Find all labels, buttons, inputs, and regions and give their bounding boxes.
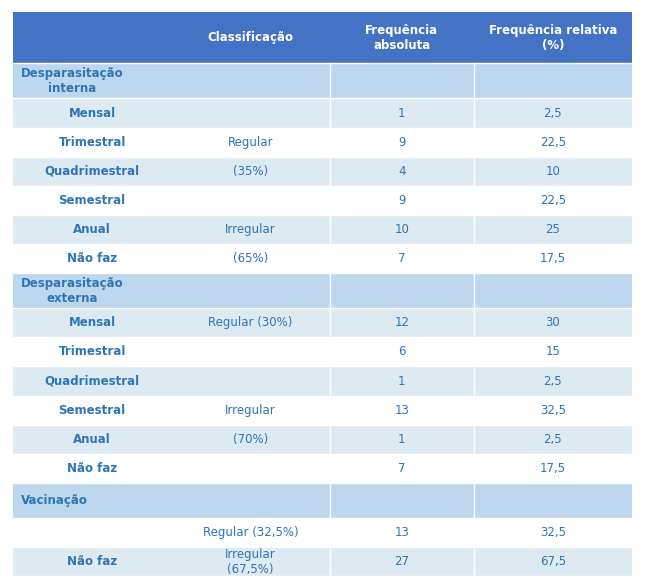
Bar [13,454,632,483]
Text: 22,5: 22,5 [540,194,566,207]
Text: 32,5: 32,5 [540,403,566,417]
Bar [13,215,632,244]
Text: Anual: Anual [74,223,111,236]
Bar [13,366,632,396]
Text: 17,5: 17,5 [540,252,566,265]
Text: 9: 9 [398,136,406,149]
Text: 22,5: 22,5 [540,136,566,149]
Text: 30: 30 [546,316,561,329]
Text: 7: 7 [398,462,406,475]
Text: 2,5: 2,5 [544,433,562,446]
Text: Irregular
(67,5%): Irregular (67,5%) [225,547,276,576]
Bar [13,425,632,454]
Text: 10: 10 [546,165,561,178]
Bar [13,547,632,576]
Bar [13,308,632,338]
Text: Regular (32,5%): Regular (32,5%) [203,526,298,539]
Text: Quadrimestral: Quadrimestral [45,375,140,387]
Text: 2,5: 2,5 [544,106,562,119]
Bar [13,156,632,186]
Text: Mensal: Mensal [68,106,115,119]
Text: Irregular: Irregular [225,223,276,236]
Text: Regular (30%): Regular (30%) [208,316,293,329]
Text: (70%): (70%) [233,433,268,446]
Text: 2,5: 2,5 [544,375,562,387]
Text: Não faz: Não faz [67,252,117,265]
Text: Frequência relativa
(%): Frequência relativa (%) [489,24,617,52]
Text: 1: 1 [398,433,406,446]
Text: Irregular: Irregular [225,403,276,417]
Text: 10: 10 [394,223,409,236]
Text: 25: 25 [546,223,561,236]
Bar [13,518,632,547]
Bar [13,12,632,64]
Text: Anual: Anual [74,433,111,446]
Text: 67,5: 67,5 [540,555,566,568]
Bar [13,396,632,425]
Text: Regular: Regular [228,136,273,149]
Bar [13,273,632,308]
Text: Não faz: Não faz [67,462,117,475]
Bar [13,186,632,215]
Text: 13: 13 [394,526,409,539]
Text: 13: 13 [394,403,409,417]
Text: 9: 9 [398,194,406,207]
Text: Trimestral: Trimestral [59,345,126,359]
Text: Classificação: Classificação [208,31,293,44]
Bar [13,64,632,98]
Bar [13,244,632,273]
Text: Trimestral: Trimestral [59,136,126,149]
Text: 7: 7 [398,252,406,265]
Bar [13,128,632,156]
Text: 4: 4 [398,165,406,178]
Text: Semestral: Semestral [59,194,126,207]
Text: Quadrimestral: Quadrimestral [45,165,140,178]
Text: 1: 1 [398,375,406,387]
Text: 27: 27 [394,555,409,568]
Bar [13,338,632,366]
Text: Vacinação: Vacinação [21,494,88,507]
Text: (65%): (65%) [233,252,268,265]
Text: 17,5: 17,5 [540,462,566,475]
Text: (35%): (35%) [233,165,268,178]
Text: 15: 15 [546,345,561,359]
Bar [13,483,632,518]
Text: Frequência
absoluta: Frequência absoluta [365,24,438,52]
Text: Mensal: Mensal [68,316,115,329]
Bar [13,98,632,128]
Text: 32,5: 32,5 [540,526,566,539]
Text: 12: 12 [394,316,409,329]
Text: 1: 1 [398,106,406,119]
Text: 6: 6 [398,345,406,359]
Text: Desparasitação
externa: Desparasitação externa [21,277,123,305]
Text: Não faz: Não faz [67,555,117,568]
Text: Desparasitação
interna: Desparasitação interna [21,67,123,95]
Text: Semestral: Semestral [59,403,126,417]
